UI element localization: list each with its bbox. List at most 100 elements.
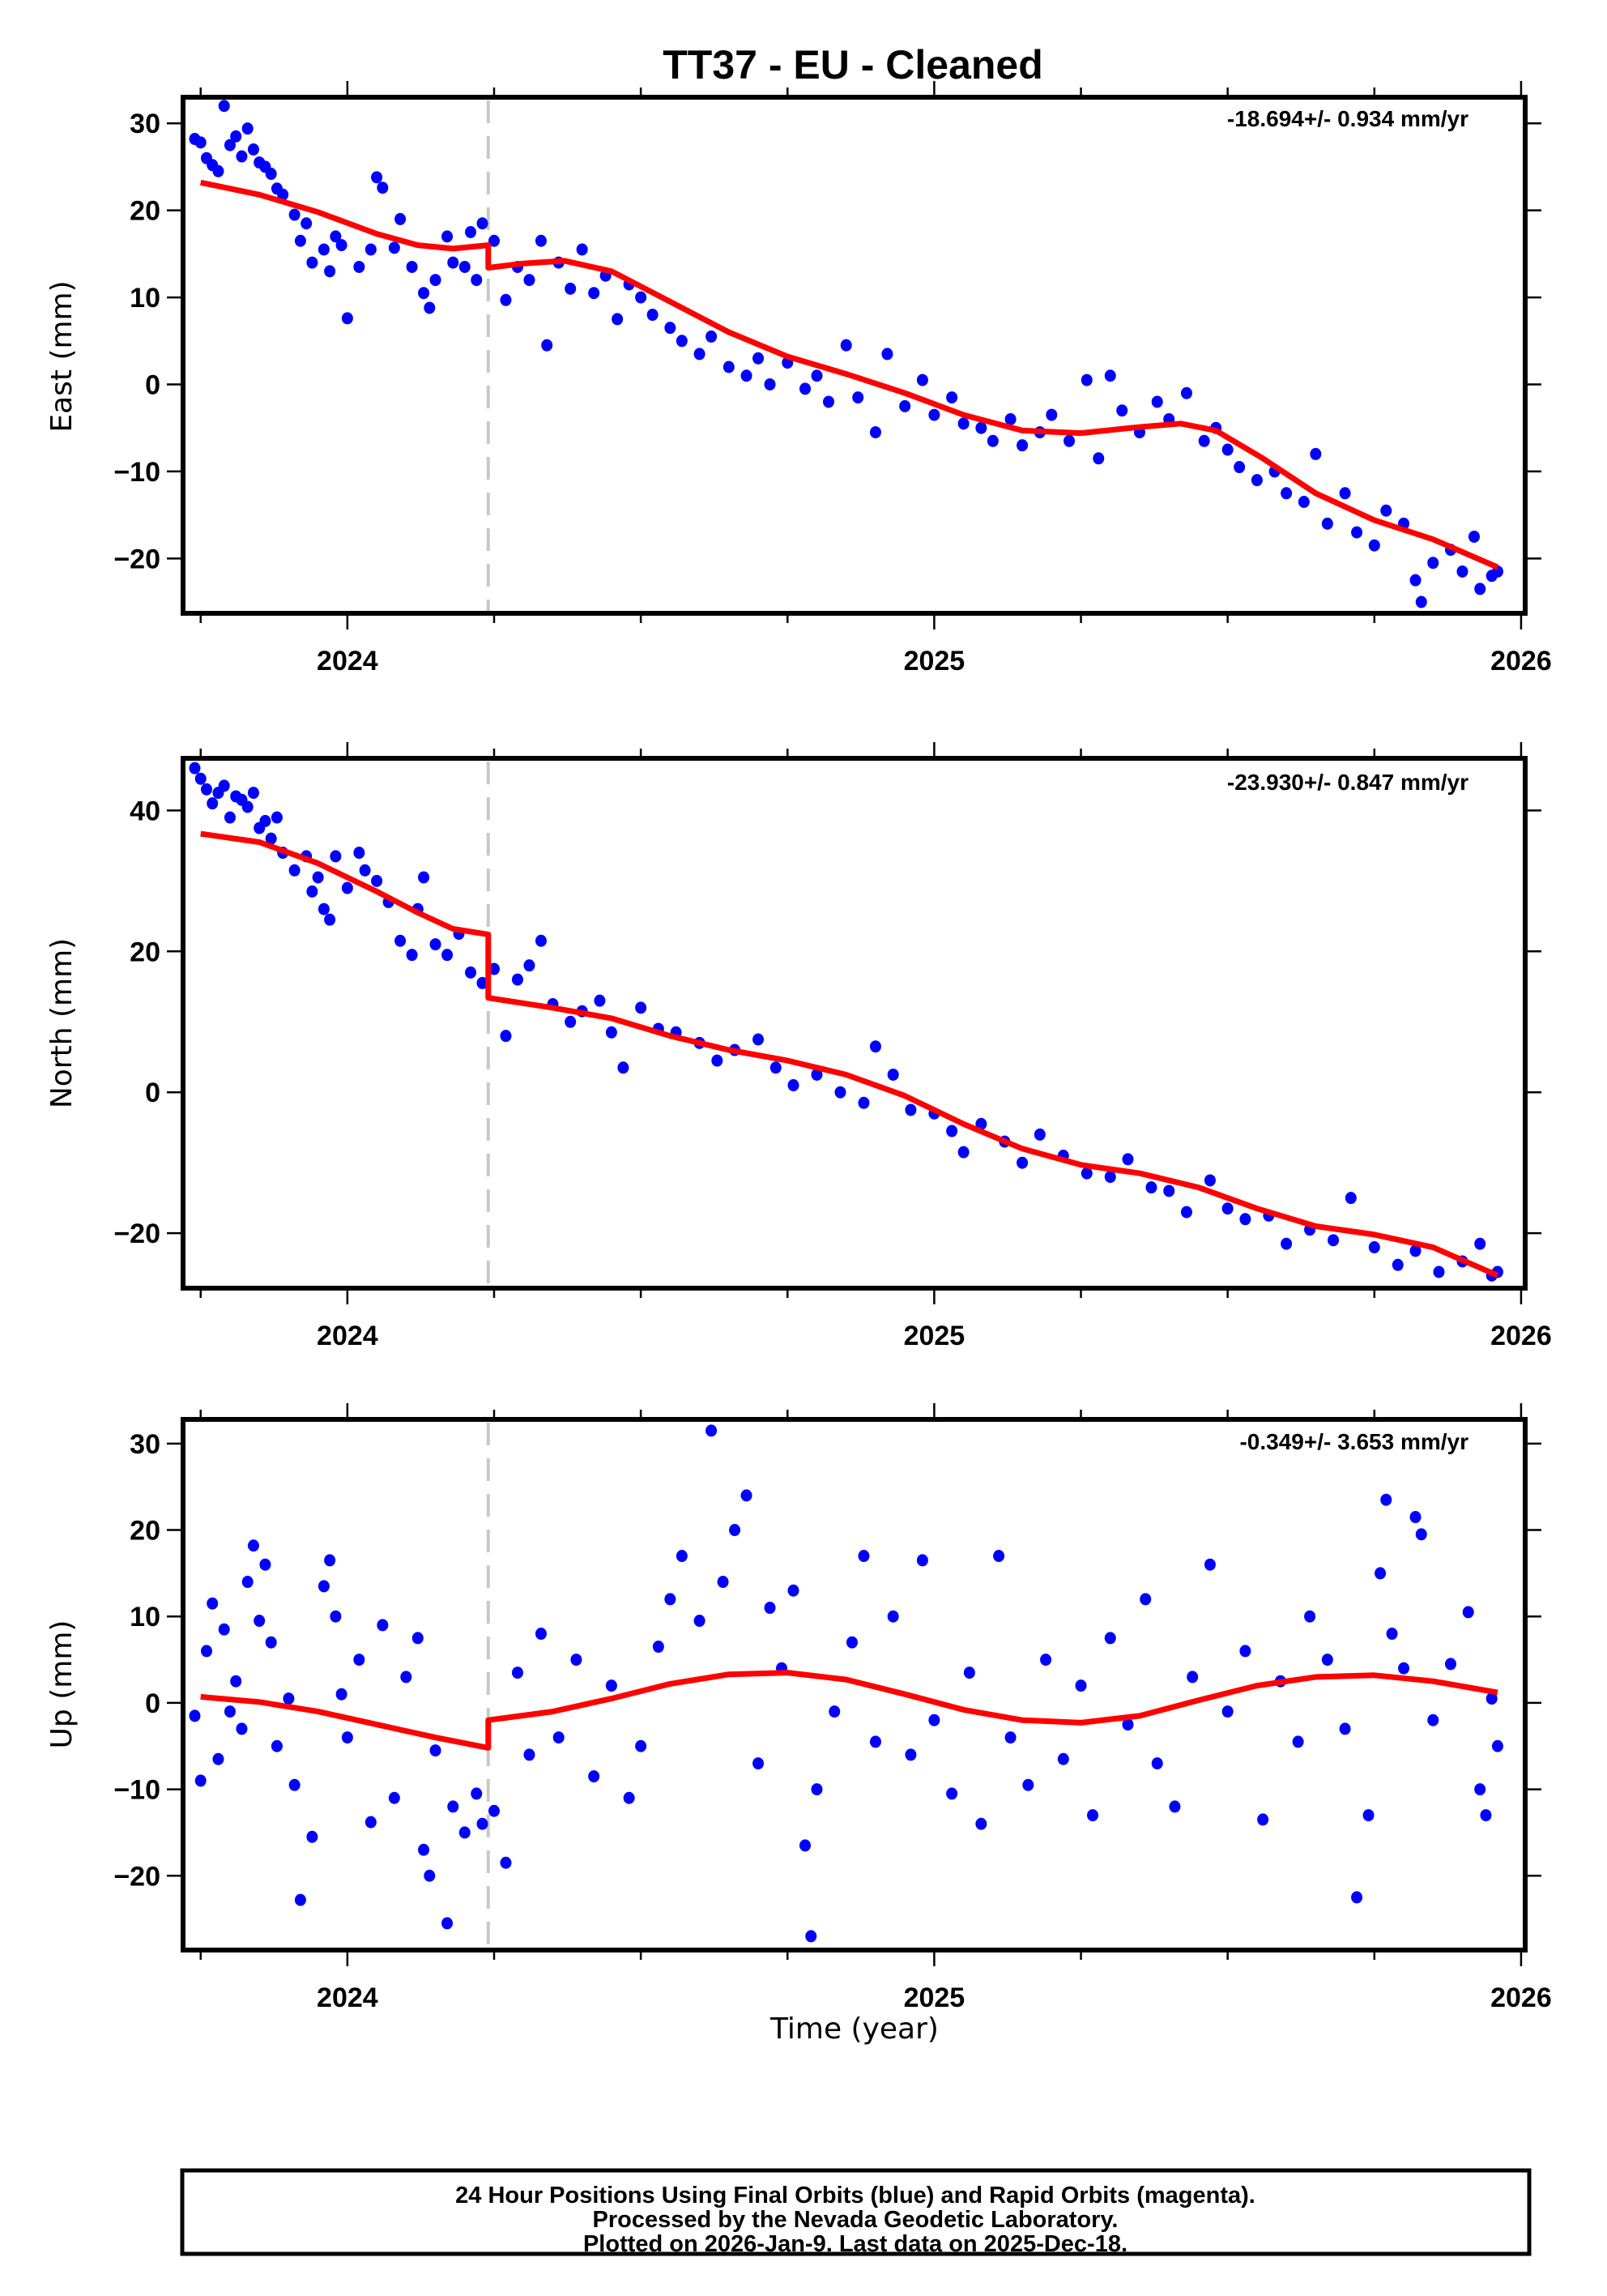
north-data-point [476, 976, 488, 989]
up-data-point [869, 1735, 881, 1748]
east-data-point [394, 212, 407, 225]
up-data-point [693, 1615, 705, 1628]
east-data-point [693, 348, 705, 361]
up-data-point [1204, 1558, 1216, 1571]
up-data-point [652, 1641, 664, 1654]
up-data-point [887, 1610, 899, 1623]
east-data-point [752, 352, 765, 365]
east-data-point [1104, 369, 1116, 382]
north-data-point [834, 1086, 846, 1099]
up-data-point [1462, 1606, 1474, 1619]
up-data-point [1022, 1778, 1034, 1791]
up-data-point [1257, 1813, 1269, 1826]
up-data-point [1075, 1679, 1087, 1692]
up-frame [181, 1417, 1528, 1952]
north-data-point [594, 994, 606, 1007]
up-data-point [523, 1748, 535, 1761]
east-y-tick-label: 0 [145, 369, 160, 400]
east-y-axis-label: East (mm) [45, 280, 79, 432]
north-data-point [441, 949, 454, 962]
east-data-point [364, 243, 377, 256]
up-data-point [341, 1731, 353, 1744]
up-data-point [1486, 1692, 1498, 1705]
up-data-point [241, 1576, 254, 1589]
north-data-point [511, 973, 523, 986]
east-data-point [523, 274, 535, 287]
up-data-point [1380, 1493, 1392, 1506]
up-data-point [471, 1787, 483, 1800]
up-data-point [265, 1636, 277, 1649]
up-data-point [623, 1791, 635, 1804]
east-data-point [1234, 461, 1246, 474]
east-data-point [218, 100, 230, 113]
up-data-point [194, 1774, 207, 1787]
up-data-point [1221, 1705, 1234, 1718]
up-data-point [1122, 1718, 1134, 1731]
up-data-point [676, 1550, 688, 1563]
north-data-point [905, 1103, 917, 1116]
up-data-point [254, 1615, 266, 1628]
up-data-point [975, 1817, 987, 1830]
north-data-point [341, 881, 353, 894]
east-data-point [723, 361, 735, 373]
up-data-point [306, 1830, 318, 1843]
east-data-point [288, 208, 301, 221]
north-rate-label: -23.930+/- 0.847 mm/yr [1227, 770, 1468, 795]
north-data-point [324, 913, 336, 926]
north-data-point [371, 874, 383, 887]
up-data-point [353, 1654, 365, 1667]
footer-box: 24 Hour Positions Using Final Orbits (bl… [180, 2168, 1532, 2257]
up-x-tick-label: 2026 [1490, 1982, 1552, 2013]
north-data-point [565, 1015, 577, 1028]
up-data-point [664, 1593, 676, 1606]
east-data-point [676, 335, 688, 348]
up-data-point [605, 1679, 617, 1692]
east-data-point [1017, 439, 1029, 452]
east-data-point [1151, 395, 1163, 408]
up-data-point [752, 1757, 765, 1770]
east-data-point [1116, 404, 1128, 417]
east-data-point [429, 274, 441, 287]
up-data-point [1474, 1783, 1486, 1796]
east-data-point [224, 139, 236, 152]
up-rate-label: -0.349+/- 3.653 mm/yr [1239, 1429, 1468, 1454]
up-data-point [283, 1692, 295, 1705]
east-data-point [1409, 574, 1422, 587]
north-data-point [189, 762, 201, 775]
up-data-point [335, 1688, 347, 1701]
up-data-point [447, 1800, 459, 1813]
north-data-point [1221, 1202, 1234, 1215]
up-data-point [1386, 1628, 1398, 1641]
up-data-point [1375, 1567, 1387, 1580]
east-data-point [705, 330, 718, 343]
north-data-point [1104, 1171, 1116, 1184]
east-data-point [418, 287, 430, 300]
up-data-point [377, 1619, 389, 1632]
up-data-point [458, 1826, 471, 1839]
east-data-point [1456, 565, 1468, 578]
east-data-point [811, 369, 823, 382]
chart-title: TT37 - EU - Cleaned [663, 42, 1043, 87]
north-data-point [218, 779, 230, 792]
east-data-point [1221, 443, 1234, 456]
north-data-point [1345, 1192, 1357, 1205]
east-data-point [1081, 373, 1093, 386]
north-data-point [1281, 1237, 1293, 1250]
up-data-point [928, 1713, 940, 1726]
east-data-point [1093, 452, 1105, 465]
east-y-tick-label: 30 [130, 109, 160, 139]
east-model-curve [199, 179, 1499, 570]
up-data-point [1292, 1735, 1304, 1748]
north-data-point [241, 800, 254, 813]
north-data-point [957, 1146, 970, 1159]
east-data-point [371, 171, 383, 184]
up-data-point [207, 1597, 219, 1610]
up-y-tick-label: 20 [130, 1516, 160, 1547]
east-data-point [471, 274, 483, 287]
east-data-point [588, 287, 600, 300]
up-data-point [318, 1580, 330, 1593]
east-panel: East (mm) -18.694+/- 0.934 mm/yr −20 −10 0… [45, 81, 1552, 676]
north-data-point [869, 1040, 881, 1053]
up-data-point [588, 1770, 600, 1783]
